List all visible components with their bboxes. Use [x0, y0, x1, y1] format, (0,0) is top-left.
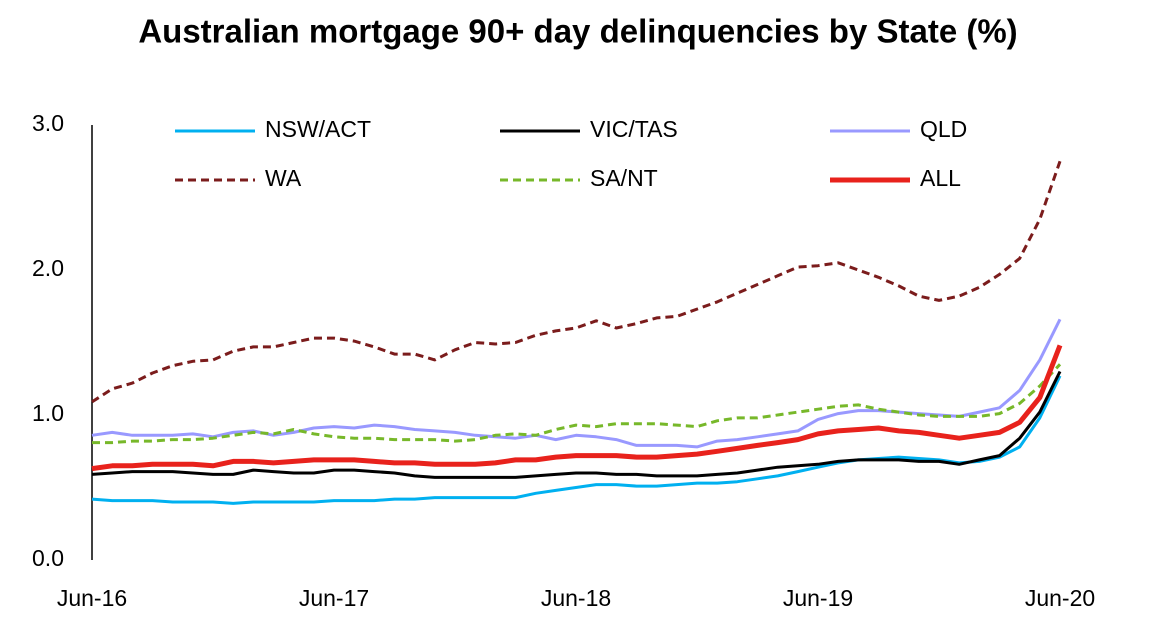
legend-label: ALL	[920, 165, 961, 191]
series-line	[91, 344, 1063, 472]
legend-label: QLD	[920, 116, 967, 142]
legend-label: WA	[265, 165, 302, 191]
series-line	[91, 375, 1062, 505]
y-tick-label: 3.0	[32, 110, 64, 136]
legend-label: SA/NT	[590, 165, 658, 191]
series-line	[91, 318, 1062, 449]
y-tick-label: 2.0	[32, 255, 64, 281]
x-tick-label: Jun-17	[299, 585, 369, 611]
x-tick-label: Jun-20	[1025, 585, 1095, 611]
x-tick-label: Jun-16	[57, 585, 127, 611]
series-line	[91, 370, 1062, 479]
y-tick-label: 1.0	[32, 400, 64, 426]
chart-title: Australian mortgage 90+ day delinquencie…	[138, 13, 1017, 50]
legend-label: NSW/ACT	[265, 116, 371, 142]
series-line	[92, 363, 1062, 445]
legend-label: VIC/TAS	[590, 116, 678, 142]
x-tick-label: Jun-19	[783, 585, 853, 611]
x-tick-label: Jun-18	[541, 585, 611, 611]
y-tick-label: 0.0	[32, 545, 64, 571]
series-line	[91, 160, 1062, 404]
